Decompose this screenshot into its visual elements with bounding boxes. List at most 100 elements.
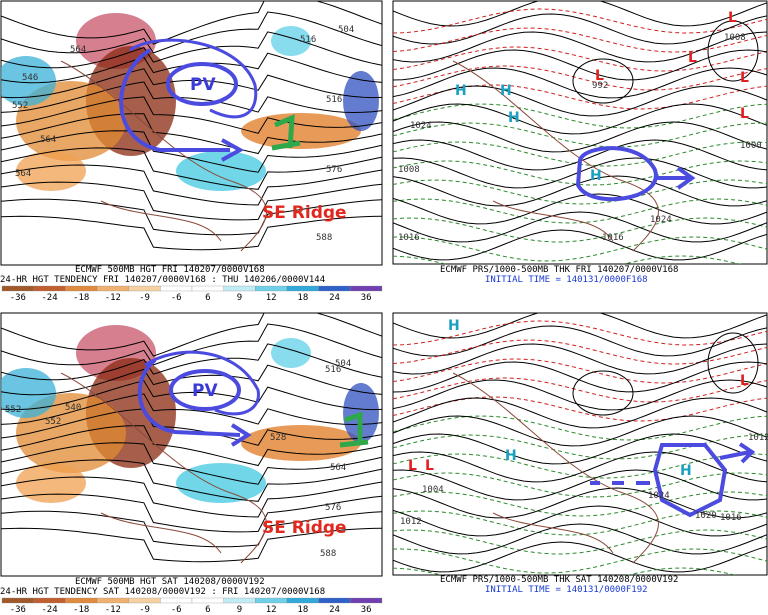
thickness-contour [393,377,767,403]
colorbar-swatch [128,285,161,292]
pv-loop [144,350,260,416]
tendency-area [241,425,361,461]
thickness-contour [393,548,767,574]
contour-label: 1016 [398,233,420,243]
height-contour [1,425,382,467]
ridge-label: SE Ridge [262,518,347,538]
contour-label: 1012 [400,517,422,527]
pressure-contour [393,487,767,519]
tendency-area [176,463,266,503]
closed-contour [707,332,759,394]
contour-label: 1024 [650,215,672,225]
caption: 24-HR HGT TENDENCY FRI 140207/0000V168 :… [0,275,325,285]
colorbar-swatch [33,285,66,292]
arrow [719,442,756,464]
height-contour [1,130,382,173]
caption: 24-HR HGT TENDENCY SAT 140208/0000V192 :… [0,587,325,597]
colorbar-label: 18 [297,293,308,303]
thickness-contour [393,103,767,129]
high-symbol: H [455,83,467,99]
colorbar-swatch [160,597,193,604]
colorbar-label: 9 [237,605,242,615]
contour-label: 564 [15,169,31,179]
colorbar-label: 6 [205,605,210,615]
height-contour [1,11,382,54]
pv-loop [129,38,258,119]
colorbar-swatch [65,597,98,604]
contour-label: 1004 [422,485,444,495]
colorbar-swatch [223,597,256,604]
low-symbol: L [595,68,604,84]
colorbar-swatch [318,597,351,604]
colorbar-swatch [191,597,224,604]
pressure-contour [393,31,767,63]
thickness-contour [393,491,767,517]
colorbar-swatch [286,597,319,604]
low-symbol: L [740,70,749,86]
pressure-contour [393,13,767,45]
thickness-contour [393,217,767,243]
coastline [452,372,659,564]
thickness-contour [393,8,767,34]
ridge-label: SE Ridge [262,203,347,223]
thickness-contour [393,453,767,479]
trough-mark [339,411,369,448]
pressure-contour [393,451,767,483]
colorbar-label: 24 [329,605,340,615]
colorbar-swatch [96,597,129,604]
tendency-area [1,368,56,418]
colorbar-label: -24 [41,605,57,615]
pressure-contour [393,313,767,339]
thickness-contour [393,65,767,91]
contour-label: 1016 [720,513,742,523]
height-contour [1,31,382,69]
annotations-bottom-right [590,442,756,518]
pressure-contour [393,415,767,447]
contour-label: 1020 [695,511,717,521]
colorbar-swatch [255,597,288,604]
contour-label: 516 [326,95,342,105]
tendency-area [1,56,56,106]
colorbar-label: 24 [329,293,340,303]
pv-arrow [119,48,230,152]
high-symbol: H [508,110,520,126]
contour-label: 528 [270,433,286,443]
caption: ECMWF PRS/1000-500MB THK FRI 140207/0000… [440,265,678,275]
arrow-head [230,423,252,447]
tendency-area [271,338,311,368]
colorbar-swatch [318,285,351,292]
contour-label: 564 [330,463,346,473]
contour-label: 576 [325,503,341,513]
colorbar-swatch [286,285,319,292]
colorbar-label: 36 [361,293,372,303]
pv-circle [169,369,241,411]
height-contour [1,215,382,251]
contour-label: 1012 [748,433,768,443]
colorbar-label: -36 [10,293,26,303]
pressure-contour [393,121,767,153]
annotations-top-right [575,146,696,202]
tendency-area [241,113,361,149]
colorbar-swatch [33,597,66,604]
height-contour [1,181,382,221]
annotations-bottom-left: PV SE Ridge [137,350,369,538]
contour-label: 516 [325,365,341,375]
low-symbol: L [740,373,749,389]
tendency-area [343,71,379,131]
high-symbol: H [500,83,512,99]
pressure-contour [393,193,767,225]
colorbar-swatch [160,285,193,292]
map [393,313,767,575]
height-contour [1,380,382,411]
thickness-contour [393,339,767,365]
pv-label: PV [192,381,218,401]
thickness-contour [393,529,767,555]
pressure-contour [393,85,767,117]
pressure-contour [393,361,767,393]
colorbar-label: -6 [171,293,182,303]
pressure-contour [393,325,767,357]
pressure-contour [393,103,767,135]
map-frame [392,0,768,265]
height-contour [1,1,382,45]
colorbar-label: 18 [297,605,308,615]
